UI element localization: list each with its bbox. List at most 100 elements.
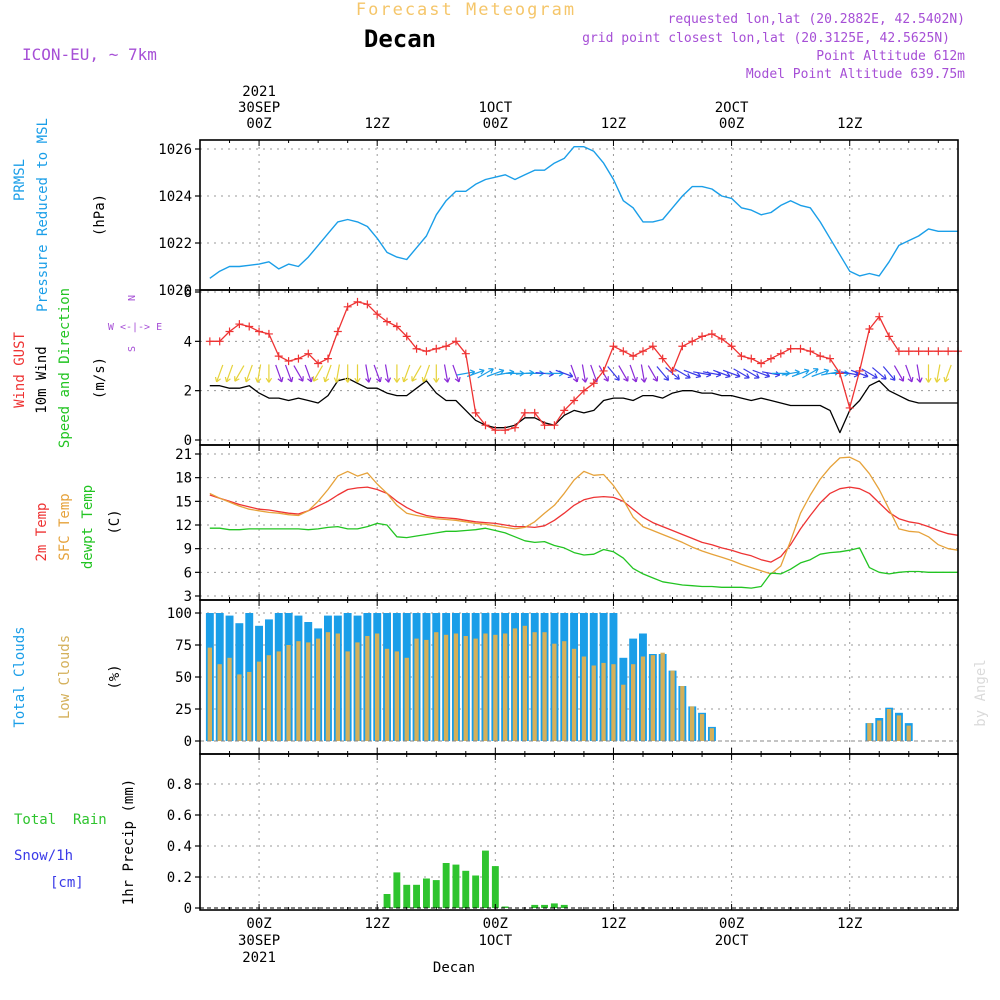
gust-marker [323,354,332,363]
wind-arrow-head [677,374,680,380]
wind-arrow [781,371,800,376]
gust-marker [776,349,785,358]
wind-arrow [443,364,449,383]
gust-marker [579,386,588,395]
ytick-label: 75 [175,638,192,654]
ytick-label: 12 [175,518,192,534]
gust-marker [678,342,687,351]
low-cloud-bar [483,633,488,741]
wind-arrow-head [313,378,319,382]
wind-arrow-head [919,377,923,383]
wind-arrow-head [291,376,294,383]
wind-arrow [916,364,921,383]
gust-marker [511,423,520,432]
low-cloud-bar [542,632,547,741]
gust-marker [747,354,756,363]
low-cloud-bar [670,670,675,741]
top-time-label: 00Z [483,116,508,132]
low-cloud-bar [601,662,606,741]
wind-arrow-head [257,378,262,383]
low-cloud-bar [867,723,872,741]
dewpt-temp-line [209,522,958,589]
wind10m-label: 10m Wind [34,346,50,413]
gust-marker [638,347,647,356]
wind-arrow-head [529,369,535,374]
gust-marker [885,332,894,341]
top-time-label: 00Z [246,116,271,132]
wind-arrow [422,364,431,383]
low-cloud-bar [660,652,665,741]
gust-marker [294,354,303,363]
wind-arrow-head [344,377,349,383]
ytick-label: 0 [184,433,192,449]
gust-marker [451,337,460,346]
total-clouds-label: Total Clouds [12,626,28,727]
gust-marker [570,396,579,405]
wind-arrow-head [490,368,494,374]
wind-arrow-head [224,376,228,383]
wind-arrow-head [785,370,791,374]
gust-marker [560,406,569,415]
low-cloud-bar [463,636,468,741]
wind-arrow-head [695,375,701,379]
wind-arrow-head [889,378,896,381]
wind-arrow-head [911,376,914,383]
gust-marker [412,344,421,353]
wind-arrow [640,364,646,383]
wind-arrow [324,364,332,383]
wind-arrow [477,368,494,379]
wind-arrow-head [706,374,712,378]
low-cloud-bar [493,634,498,741]
rain-bar [550,903,558,908]
wind-arrow [403,364,411,383]
wind-arrow-head [567,375,573,379]
gust-marker [609,342,618,351]
wind-arrow [872,367,887,380]
wind-arrow [861,368,878,379]
wind-arrow [555,369,573,378]
ytick-label: 6 [184,285,192,301]
wind-arrow [733,368,750,379]
gust-marker [353,297,362,306]
wind-arrow-head [735,375,741,379]
sfc-temp-line [209,456,959,575]
gust-marker [816,352,825,361]
wind-arrow-head [584,377,588,383]
wind-arrow-head [631,378,637,383]
top-time-label: 00Z [719,116,744,132]
wind-arrow-head [245,378,251,383]
2m-temp-line [209,486,959,563]
ytick-label: 9 [184,542,192,558]
wind-arrow [365,364,370,383]
wind-arrow [256,364,262,383]
low-cloud-bar [473,638,478,741]
rain-bar [383,894,391,908]
panel-frame [199,753,959,911]
wind-arrow-head [216,378,221,383]
wind-arrow-head [365,378,370,383]
low-cloud-bar [424,639,429,741]
wind-arrow [581,364,587,383]
wind-arrow [693,371,712,376]
wind-arrow-head [823,368,829,371]
wind-arrow-head [864,372,869,377]
wind-arrow [629,364,637,383]
gust-marker [255,327,264,336]
top-time-label: 2021 [242,84,276,100]
wind-arrow-head [277,378,283,383]
wind-arrow-head [356,377,361,383]
rain-legend: Total Rain [14,812,107,828]
gust-marker [619,347,628,356]
gust-marker [373,310,382,319]
gust-marker [383,317,392,326]
low-cloud-bar [276,651,281,741]
gust-marker [875,312,884,321]
wind-arrow [752,369,770,378]
gust-marker [668,366,677,375]
tick-labels: 1020102210241026024636912151821025507510… [158,84,862,966]
bottom-time-label: 2OCT [715,933,749,949]
wind-arrow [304,364,312,383]
ytick-label: 1020 [158,283,192,299]
wind-arrow [452,364,460,383]
low-cloud-bar [896,715,902,741]
